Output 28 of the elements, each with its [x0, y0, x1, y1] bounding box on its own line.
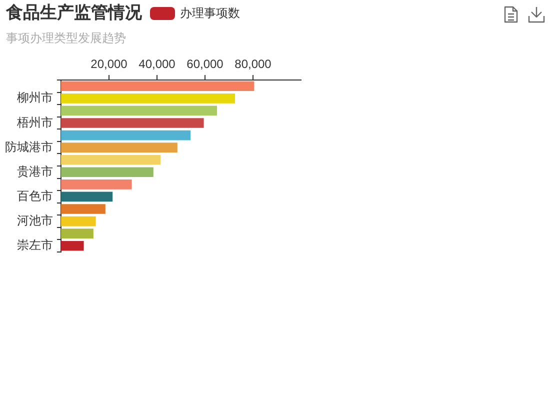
x-tick-label: 80,000	[234, 57, 272, 72]
bar	[61, 106, 217, 116]
x-tick-label: 60,000	[186, 57, 224, 72]
bar	[61, 240, 84, 251]
y-tick-label: 贵港市	[17, 164, 53, 178]
bar	[61, 204, 106, 214]
x-tick-label: 40,000	[138, 57, 176, 72]
bar	[61, 118, 204, 128]
y-tick-label: 百色市	[17, 189, 53, 204]
chart-subtitle: 事项办理类型发展趋势	[6, 30, 126, 46]
y-tick-label: 崇左市	[17, 238, 53, 252]
bar	[61, 192, 113, 202]
bar	[61, 180, 132, 190]
bar	[61, 130, 191, 140]
x-tick-label: 20,000	[90, 57, 128, 72]
bar	[61, 216, 96, 226]
bar	[61, 228, 94, 238]
bar	[61, 94, 235, 104]
y-tick-label: 河池市	[17, 214, 53, 228]
bar	[61, 142, 178, 152]
legend-label: 办理事项数	[180, 4, 240, 22]
chart-title: 食品生产监管情况	[6, 2, 142, 24]
y-tick-label: 梧州市	[16, 115, 53, 130]
y-tick-label: 柳州市	[17, 90, 53, 105]
y-tick-label: 防城港市	[5, 140, 53, 154]
bar	[61, 167, 154, 178]
bar	[61, 154, 161, 165]
bar	[61, 81, 254, 92]
